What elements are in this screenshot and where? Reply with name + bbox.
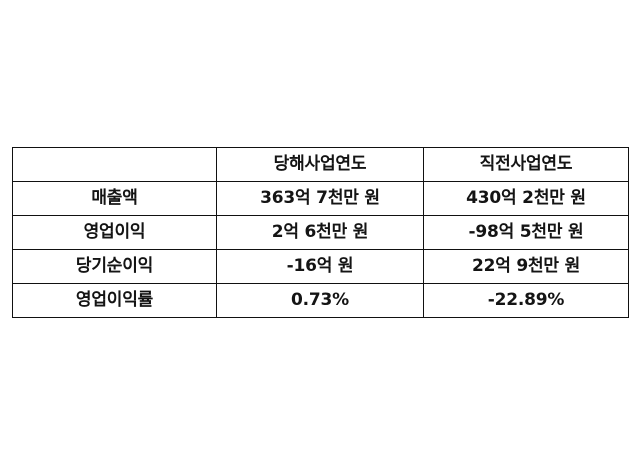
table-row: 당기순이익 -16억 원 22억 9천만 원: [12, 249, 629, 284]
column-header-current-year: 당해사업연도: [216, 147, 424, 182]
column-header-previous-year: 직전사업연도: [423, 147, 629, 182]
table-corner-cell: [12, 147, 217, 182]
row-header-operating-profit: 영업이익: [12, 215, 217, 250]
cell-operating-margin-current-year: 0.73%: [216, 283, 424, 318]
cell-net-income-previous-year: 22억 9천만 원: [423, 249, 629, 284]
financial-summary-table: 당해사업연도 직전사업연도 매출액 363억 7천만 원 430억 2천만 원 …: [12, 147, 629, 318]
row-header-net-income: 당기순이익: [12, 249, 217, 284]
row-header-operating-margin: 영업이익률: [12, 283, 217, 318]
table-row: 영업이익 2억 6천만 원 -98억 5천만 원: [12, 215, 629, 250]
cell-operating-profit-previous-year: -98억 5천만 원: [423, 215, 629, 250]
financial-summary-table-container: 당해사업연도 직전사업연도 매출액 363억 7천만 원 430억 2천만 원 …: [12, 147, 629, 318]
row-header-revenue: 매출액: [12, 181, 217, 216]
cell-operating-profit-current-year: 2억 6천만 원: [216, 215, 424, 250]
table-row: 영업이익률 0.73% -22.89%: [12, 283, 629, 318]
cell-revenue-current-year: 363억 7천만 원: [216, 181, 424, 216]
cell-revenue-previous-year: 430억 2천만 원: [423, 181, 629, 216]
table-header-row: 당해사업연도 직전사업연도: [12, 147, 629, 182]
cell-net-income-current-year: -16억 원: [216, 249, 424, 284]
table-row: 매출액 363억 7천만 원 430억 2천만 원: [12, 181, 629, 216]
cell-operating-margin-previous-year: -22.89%: [423, 283, 629, 318]
